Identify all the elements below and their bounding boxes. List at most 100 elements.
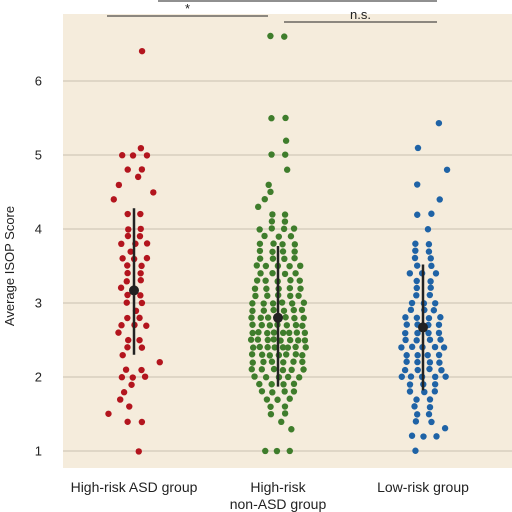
data-point [407, 306, 415, 314]
data-point [281, 403, 289, 410]
data-point [427, 255, 434, 262]
data-point [138, 366, 145, 374]
data-point [428, 418, 435, 426]
data-point [283, 351, 290, 358]
data-point [280, 359, 287, 366]
data-point [414, 358, 421, 366]
data-point [299, 358, 306, 366]
data-point [406, 388, 414, 395]
data-point [287, 233, 295, 240]
data-point [249, 300, 256, 307]
data-point [125, 336, 132, 344]
data-point [406, 270, 414, 277]
category-label: Low-risk group [377, 479, 469, 495]
data-point [408, 299, 416, 307]
data-point [137, 210, 144, 218]
data-point [414, 144, 422, 152]
data-point [280, 307, 288, 314]
data-point [287, 292, 294, 300]
data-point [262, 374, 270, 381]
data-point [261, 232, 268, 240]
data-point [414, 181, 421, 188]
y-axis-title: Average ISOP Score [2, 206, 17, 326]
data-point [261, 195, 268, 203]
data-point [295, 374, 303, 381]
data-point [262, 447, 269, 455]
mean-marker [273, 312, 283, 323]
series-points [398, 119, 451, 454]
data-point [428, 210, 435, 217]
y-tick-label: 4 [35, 222, 42, 237]
data-point [413, 262, 421, 269]
data-point [441, 425, 449, 432]
data-point [247, 336, 255, 343]
data-point [269, 248, 276, 255]
data-point [123, 299, 130, 306]
data-point [288, 366, 295, 374]
data-point [268, 115, 275, 122]
data-point [278, 418, 285, 426]
data-point [263, 396, 271, 403]
data-point [137, 292, 144, 299]
data-point [281, 211, 289, 218]
data-point [411, 254, 419, 262]
data-point [406, 381, 414, 388]
data-point [117, 396, 124, 403]
data-point [414, 211, 421, 218]
data-point [290, 358, 297, 365]
data-point [124, 418, 131, 425]
data-point [257, 314, 264, 321]
data-point [281, 388, 288, 395]
data-point [127, 248, 134, 255]
y-tick-label: 2 [35, 370, 42, 385]
data-point [124, 232, 132, 240]
data-point [425, 248, 433, 255]
data-point [298, 306, 306, 314]
y-tick-label: 5 [35, 148, 42, 163]
data-point [426, 336, 434, 343]
data-point [412, 447, 419, 454]
data-point [268, 381, 275, 388]
data-point [138, 47, 146, 55]
data-point [424, 351, 431, 359]
data-point [269, 389, 276, 396]
data-point [435, 321, 443, 328]
data-point [290, 306, 297, 314]
data-point [425, 411, 433, 418]
data-point [258, 321, 265, 329]
data-point [290, 388, 298, 395]
data-point [110, 196, 117, 203]
data-point [296, 277, 303, 284]
data-point [117, 284, 125, 291]
data-point [286, 262, 293, 270]
data-point [437, 336, 444, 343]
data-point [414, 329, 421, 337]
data-point [290, 380, 298, 388]
data-point [264, 314, 272, 321]
data-point [279, 241, 286, 248]
category-label: non-ASD group [230, 496, 327, 512]
data-point [291, 248, 298, 255]
data-point [137, 277, 144, 284]
y-tick-label: 6 [35, 74, 42, 89]
data-point [431, 343, 439, 351]
data-point [398, 344, 405, 351]
data-point [258, 366, 266, 373]
data-point [252, 292, 259, 300]
data-point [156, 358, 163, 366]
data-point [260, 307, 268, 314]
data-point [283, 166, 291, 173]
data-point [254, 203, 262, 211]
data-point [115, 181, 123, 189]
data-point [265, 181, 272, 189]
data-point [143, 322, 150, 329]
data-point [267, 403, 274, 410]
data-point [118, 374, 126, 381]
data-point [266, 352, 274, 359]
data-point [407, 373, 415, 380]
data-point [258, 351, 266, 358]
data-point [264, 344, 271, 351]
data-point [294, 337, 302, 344]
